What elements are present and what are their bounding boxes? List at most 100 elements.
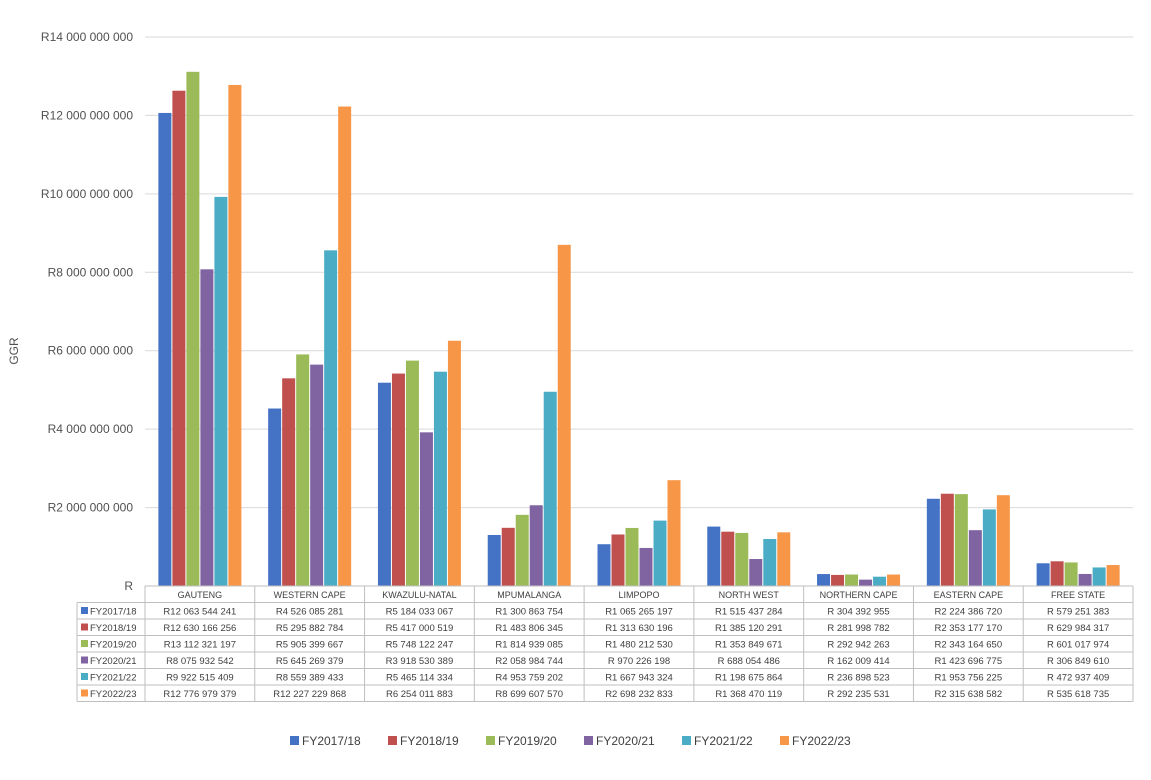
bar (982, 509, 996, 586)
table-legend-key (81, 640, 88, 647)
bar (282, 378, 296, 586)
table-cell: R 472 937 409 (1047, 673, 1109, 684)
bar (1050, 561, 1064, 586)
category-label: NORTH WEST (719, 590, 780, 600)
table-legend-key (81, 623, 88, 631)
bar (735, 532, 749, 586)
bar (543, 391, 557, 586)
table-cell: R1 667 943 324 (605, 673, 673, 684)
table-cell: R8 559 389 433 (276, 673, 344, 684)
table-cell: R 629 984 317 (1047, 623, 1109, 634)
table-legend-key (81, 656, 88, 664)
legend-key (682, 736, 691, 745)
bar (200, 269, 214, 586)
bar (721, 531, 735, 586)
bar (954, 494, 968, 586)
legend-label: FY2020/21 (596, 734, 655, 748)
bar (845, 574, 859, 586)
table-cell: R4 526 085 281 (276, 607, 344, 618)
table-cell: R5 417 000 519 (386, 623, 454, 634)
bar (487, 534, 501, 586)
table-cell: R 304 392 955 (827, 607, 889, 618)
data-table: GAUTENG WESTERN CAPE KWAZULU-NATAL MPUMALAN… (76, 585, 1134, 702)
table-cell: R 601 017 974 (1047, 640, 1109, 651)
category-label: KWAZULU-NATAL (382, 590, 456, 600)
category-label: NORTHERN CAPE (820, 590, 898, 600)
table-cell: R 579 251 383 (1047, 607, 1109, 618)
table-cell: R 306 849 610 (1047, 656, 1109, 667)
bar (667, 480, 681, 586)
bar (158, 112, 172, 586)
table-cell: R 970 226 198 (608, 656, 670, 667)
table-legend-key (81, 689, 88, 697)
bar (926, 498, 940, 586)
table-cell: R1 483 806 345 (495, 623, 563, 634)
legend-key (584, 736, 593, 745)
table-cell: R1 198 675 864 (715, 673, 783, 684)
bar (419, 432, 433, 586)
y-tick-label: R10 000 000 000 (41, 187, 133, 201)
table-cell: R1 300 863 754 (495, 607, 563, 618)
legend-label: FY2017/18 (302, 734, 361, 748)
bar (447, 340, 461, 586)
legend-label: FY2018/19 (400, 734, 459, 748)
table-cell: R1 953 756 225 (935, 673, 1003, 684)
bar (557, 244, 571, 586)
bars (158, 71, 1120, 587)
bar (887, 574, 901, 586)
table-cell: R 281 998 782 (827, 623, 889, 634)
bar (515, 514, 529, 586)
table-cell: R1 385 120 291 (715, 623, 783, 634)
bar (763, 538, 777, 586)
bar (433, 371, 447, 586)
bar (377, 382, 391, 586)
table-cell: R 292 942 263 (827, 640, 889, 651)
category-label: LIMPOPO (618, 590, 659, 600)
table-series-name: FY2021/22 (90, 673, 136, 684)
y-tick-label: R14 000 000 000 (41, 30, 133, 44)
y-tick-label: R2 000 000 000 (48, 501, 134, 515)
table-cell: R2 058 984 744 (495, 656, 563, 667)
bar (749, 559, 763, 586)
table-cell: R 236 898 523 (827, 673, 889, 684)
gridlines (145, 36, 1133, 509)
bar (996, 495, 1010, 586)
legend-label: FY2019/20 (498, 734, 557, 748)
y-tick-label: R6 000 000 000 (48, 344, 134, 358)
table-legend-key (81, 607, 88, 614)
table-cell: R5 295 882 784 (276, 623, 344, 634)
table-cell: R12 227 229 868 (273, 689, 346, 700)
bar (268, 408, 282, 586)
y-axis-ticks: R R2 000 000 000 R4 000 000 000 R6 000 000 … (41, 30, 133, 593)
table-cell: R5 465 114 334 (386, 673, 453, 684)
bar (653, 520, 667, 586)
table-cell: R1 353 849 671 (715, 640, 783, 651)
table-cell: R2 343 164 650 (935, 640, 1003, 651)
bar (405, 360, 419, 586)
table-cell: R12 776 979 379 (163, 689, 236, 700)
bar (625, 527, 639, 586)
table-cell: R2 353 177 170 (935, 623, 1003, 634)
table-series-name: FY2018/19 (90, 623, 136, 634)
table-cell: R2 315 638 582 (935, 689, 1003, 700)
table-cell: R2 224 386 720 (935, 607, 1003, 618)
table-cell: R1 368 470 119 (715, 689, 782, 700)
bar (817, 574, 831, 586)
table-cell: R5 905 399 667 (276, 640, 344, 651)
bar (310, 364, 324, 586)
bar (1078, 573, 1092, 586)
category-label: MPUMALANGA (497, 590, 561, 600)
bar (228, 84, 242, 587)
bar (611, 534, 625, 586)
table-cell: R1 423 696 775 (935, 656, 1003, 667)
table-cell: R 162 009 414 (827, 656, 889, 667)
table-cell: R2 698 232 833 (605, 689, 673, 700)
bar (1064, 562, 1078, 586)
y-tick-label: R (124, 579, 133, 593)
table-cell: R6 254 011 883 (386, 689, 453, 700)
bar (859, 579, 873, 586)
table-cell: R 292 235 531 (827, 689, 889, 700)
bar (597, 544, 611, 586)
table-cell: R1 313 630 196 (605, 623, 673, 634)
table-legend-key (81, 673, 88, 680)
